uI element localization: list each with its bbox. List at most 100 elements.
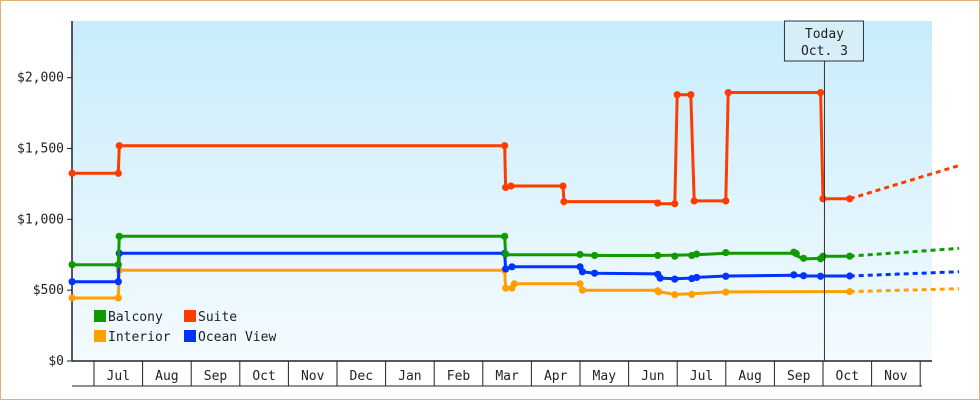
- legend-swatch: [94, 310, 106, 322]
- data-point[interactable]: [656, 274, 664, 282]
- data-point[interactable]: [846, 287, 854, 296]
- series-suite: [68, 88, 960, 208]
- x-tick-label: Feb: [447, 369, 471, 384]
- data-point[interactable]: [68, 278, 76, 286]
- data-point[interactable]: [846, 195, 854, 203]
- y-tick-label: $2,000: [17, 71, 64, 86]
- y-tick-label: $0: [48, 354, 64, 369]
- series-interior: [68, 266, 960, 302]
- legend-item-interior: Interior: [94, 330, 171, 345]
- data-point[interactable]: [115, 142, 123, 150]
- x-tick-label: Sep: [787, 369, 811, 384]
- y-tick-label: $500: [33, 283, 64, 298]
- data-point[interactable]: [114, 278, 122, 286]
- data-point[interactable]: [502, 250, 510, 258]
- legend-item-suite: Suite: [184, 310, 237, 325]
- legend-label: Interior: [108, 330, 171, 345]
- x-tick-label: Jul: [690, 369, 713, 384]
- x-tick-label: Nov: [884, 369, 908, 384]
- x-tick-label: Jan: [398, 369, 421, 384]
- data-point[interactable]: [508, 263, 516, 271]
- legend-swatch: [184, 310, 196, 322]
- data-point[interactable]: [671, 275, 679, 283]
- x-tick-label: Aug: [738, 369, 761, 384]
- data-point[interactable]: [68, 294, 76, 302]
- x-tick-label: Nov: [301, 369, 325, 384]
- data-point[interactable]: [799, 254, 808, 262]
- x-tick-label: Jul: [107, 369, 130, 384]
- data-point[interactable]: [502, 265, 510, 273]
- data-point[interactable]: [816, 88, 825, 97]
- x-tick-label: Mar: [495, 369, 519, 384]
- legend-item-balcony: Balcony: [94, 310, 163, 325]
- data-point[interactable]: [693, 273, 701, 282]
- data-point[interactable]: [846, 252, 854, 260]
- data-point[interactable]: [690, 197, 698, 205]
- today-date: Oct. 3: [801, 44, 848, 59]
- data-point[interactable]: [671, 291, 679, 299]
- data-point[interactable]: [722, 288, 730, 296]
- data-point[interactable]: [578, 286, 587, 294]
- legend-swatch: [184, 330, 196, 342]
- x-tick-label: Sep: [204, 369, 228, 384]
- data-point[interactable]: [576, 250, 584, 259]
- data-point[interactable]: [693, 250, 701, 258]
- x-tick-label: Jun: [641, 369, 664, 384]
- data-point[interactable]: [671, 252, 679, 260]
- data-point[interactable]: [115, 232, 123, 240]
- data-point[interactable]: [501, 142, 509, 150]
- y-tick-label: $1,000: [17, 212, 64, 227]
- data-point[interactable]: [671, 200, 679, 208]
- x-tick-label: May: [593, 369, 617, 384]
- projection-line-interior: [849, 287, 960, 294]
- x-tick-label: Dec: [350, 369, 373, 384]
- today-box: [783, 20, 864, 62]
- data-point[interactable]: [68, 169, 76, 177]
- data-point[interactable]: [502, 284, 510, 292]
- data-point[interactable]: [687, 91, 695, 99]
- x-tick-label: Oct: [252, 369, 275, 384]
- data-point[interactable]: [501, 232, 509, 240]
- data-point[interactable]: [654, 251, 662, 260]
- data-point[interactable]: [819, 195, 827, 203]
- legend-label: Balcony: [108, 310, 163, 325]
- data-point[interactable]: [790, 271, 798, 279]
- data-point[interactable]: [114, 169, 122, 177]
- data-point[interactable]: [816, 272, 825, 280]
- legend-label: Suite: [198, 310, 237, 325]
- data-point[interactable]: [673, 91, 681, 99]
- data-point[interactable]: [510, 280, 518, 288]
- data-point[interactable]: [114, 294, 122, 302]
- data-point[interactable]: [722, 249, 730, 257]
- data-point[interactable]: [68, 261, 76, 269]
- today-label: Today: [805, 27, 844, 42]
- data-point[interactable]: [722, 272, 730, 280]
- data-point[interactable]: [846, 272, 854, 280]
- data-point[interactable]: [722, 197, 730, 205]
- data-point[interactable]: [655, 288, 663, 296]
- data-point[interactable]: [507, 182, 515, 190]
- data-point[interactable]: [559, 182, 567, 190]
- data-point[interactable]: [799, 272, 808, 280]
- plot-area: [72, 21, 932, 361]
- data-point[interactable]: [578, 268, 587, 276]
- x-tick-label: Oct: [836, 369, 859, 384]
- data-point[interactable]: [590, 251, 599, 260]
- x-tick-label: Apr: [544, 369, 568, 384]
- data-point[interactable]: [560, 198, 568, 206]
- data-point[interactable]: [792, 250, 800, 258]
- data-point[interactable]: [590, 269, 599, 277]
- data-point[interactable]: [819, 252, 827, 260]
- legend-label: Ocean View: [198, 330, 276, 345]
- y-tick-label: $1,500: [17, 142, 64, 157]
- data-point[interactable]: [114, 261, 122, 269]
- data-point[interactable]: [724, 88, 732, 97]
- projection-line-suite: [849, 164, 960, 201]
- legend-item-ocean-view: Ocean View: [184, 330, 276, 345]
- data-point[interactable]: [654, 199, 662, 207]
- data-point[interactable]: [576, 280, 584, 288]
- projection-line-balcony: [849, 246, 960, 258]
- data-point[interactable]: [688, 290, 696, 299]
